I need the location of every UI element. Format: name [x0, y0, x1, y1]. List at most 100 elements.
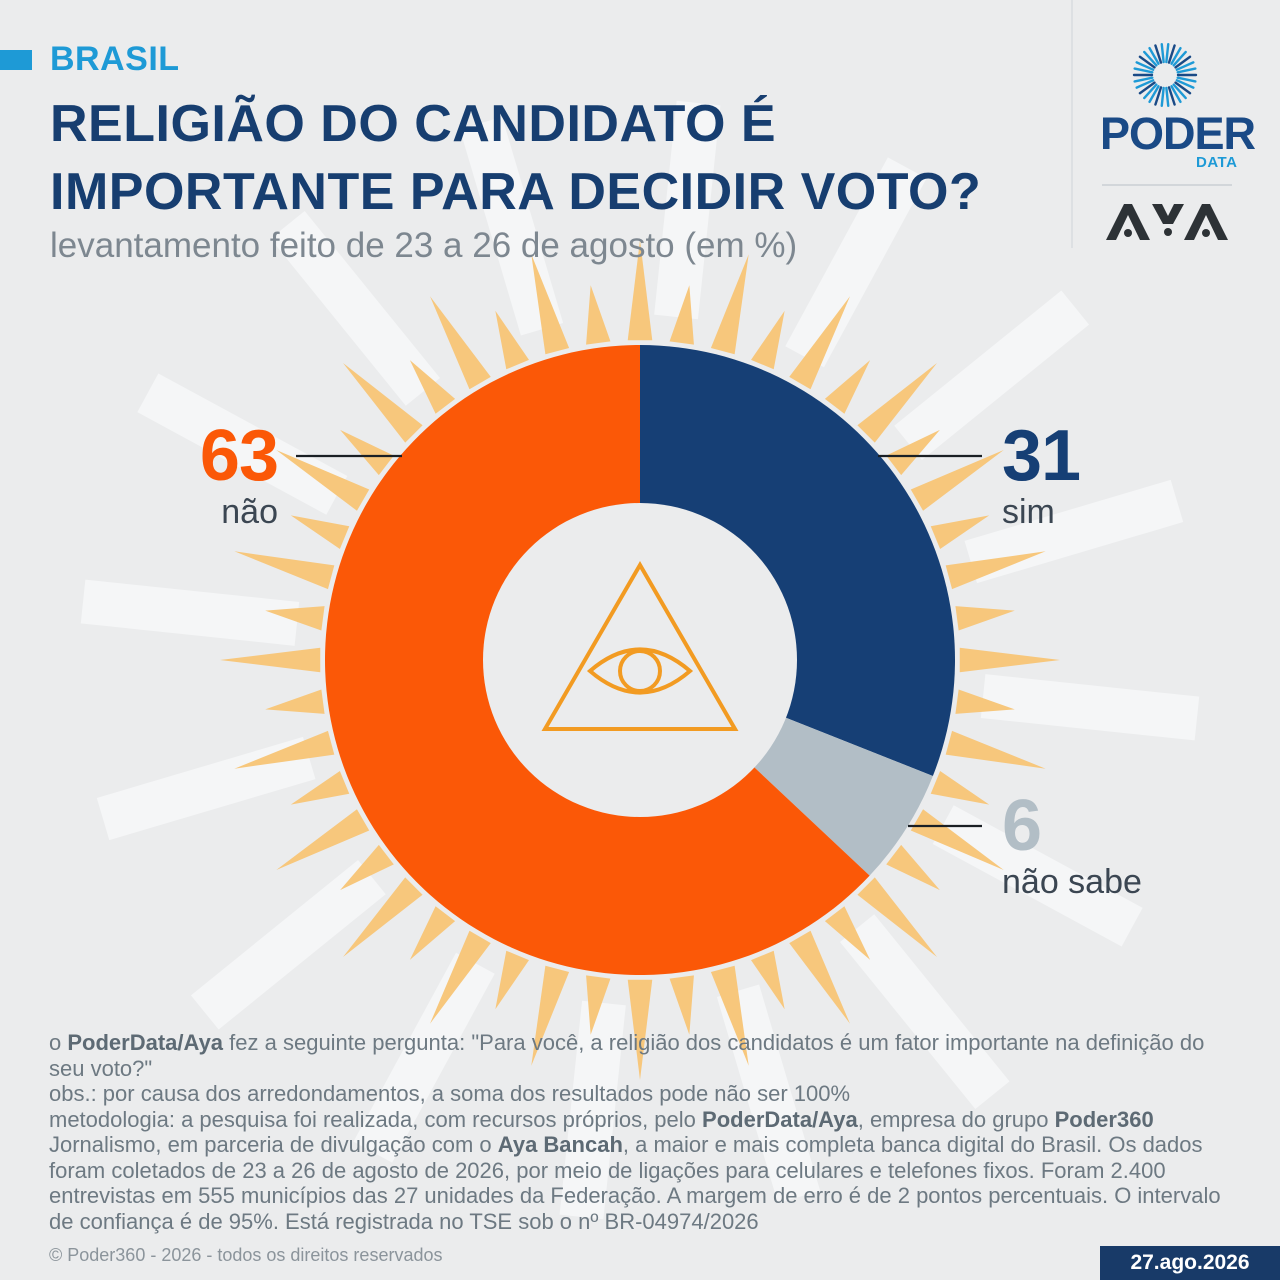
sun-ray — [627, 240, 653, 341]
sun-burst-ray — [1174, 81, 1192, 95]
sun-burst-ray — [1172, 50, 1187, 67]
chart-subtitle: levantamento feito de 23 a 26 de agosto … — [50, 226, 798, 265]
sun-burst-ray — [1148, 85, 1160, 104]
background-ray — [980, 674, 1200, 741]
methodology-note: metodologia: a pesquisa foi realizada, c… — [49, 1107, 1244, 1235]
background-ray — [654, 100, 721, 320]
value-nao-sabe: 6 — [1002, 786, 1042, 866]
sun-burst-ray — [1154, 86, 1163, 106]
sun-ray — [409, 360, 456, 414]
background-ray — [190, 860, 386, 1030]
sun-burst-ray — [1135, 61, 1155, 71]
sun-ray — [276, 809, 370, 870]
date-badge: 27.ago.2026 — [1100, 1246, 1280, 1280]
sun-burst-ray — [1138, 81, 1156, 95]
sun-burst-ray — [1165, 86, 1170, 108]
label-sim: 31 sim — [1002, 416, 1081, 532]
background-ray — [932, 805, 1143, 947]
chart-title: RELIGIÃO DO CANDIDATO É IMPORTANTE PARA … — [50, 95, 982, 221]
sun-ray — [340, 844, 394, 891]
obs-note: obs.: por causa dos arredondamentos, a s… — [49, 1081, 851, 1106]
sun-burst-ray — [1133, 67, 1154, 74]
sun-burst-ray — [1154, 44, 1163, 64]
sun-burst-ray — [1176, 76, 1197, 83]
sun-burst-ray — [1143, 83, 1158, 100]
sun-ray — [627, 979, 653, 1080]
sun-ray — [945, 730, 1046, 769]
methodology-text-1: metodologia: a pesquisa foi realizada, c… — [49, 1106, 703, 1132]
sun-ray — [430, 296, 491, 390]
methodology-text-2: , empresa do grupo — [857, 1106, 1055, 1132]
donut-hole — [483, 503, 797, 817]
background-ray — [80, 579, 300, 646]
sun-ray — [789, 296, 850, 390]
background-ray — [559, 1000, 626, 1220]
sun-burst-ray — [1133, 76, 1154, 83]
sun-ray — [669, 975, 694, 1035]
sun-ray — [586, 285, 611, 345]
sun-ray — [234, 551, 335, 590]
sun-ray — [586, 975, 611, 1035]
sun-burst-ray — [1143, 50, 1158, 67]
value-sim: 31 — [1002, 416, 1081, 496]
sun-ray — [495, 310, 529, 370]
question-org: PoderData/Aya — [67, 1030, 224, 1055]
sun-burst-ray — [1176, 67, 1197, 74]
background-ray — [353, 952, 495, 1163]
sun-ray — [945, 551, 1046, 590]
sun-ray — [669, 285, 694, 345]
poderdata-logo-word: PODER — [1100, 108, 1256, 159]
all-seeing-eye-icon — [541, 561, 739, 731]
sun-ray — [955, 606, 1015, 631]
sun-ray — [265, 606, 325, 631]
sun-ray — [430, 930, 491, 1024]
sun-ray — [495, 950, 529, 1010]
sun-burst-ray — [1167, 44, 1176, 64]
sun-burst-ray — [1175, 61, 1195, 71]
sun-ray — [234, 730, 335, 769]
sun-burst-ray — [1170, 85, 1182, 104]
sun-ray — [930, 515, 990, 549]
sun-burst-icon — [1132, 42, 1198, 108]
methodology-text-3: Jornalismo, em parceria de divulgação co… — [49, 1132, 498, 1157]
background-ray — [270, 210, 440, 406]
sun-burst-ray — [1160, 86, 1165, 108]
label-nao-sabe: 6 não sabe — [1002, 790, 1142, 902]
sun-burst-ray — [1174, 55, 1192, 69]
sun-ray — [751, 310, 785, 370]
background-ray — [459, 116, 564, 336]
sun-ray — [824, 906, 871, 960]
sun-ray — [930, 771, 990, 805]
methodology-text-4: , a maior e mais completa banca digital … — [49, 1132, 1221, 1234]
value-nao: 63 — [199, 416, 279, 496]
region-tag: BRASIL — [50, 40, 180, 78]
aya-logo — [1106, 204, 1228, 240]
category-nao: não — [221, 493, 278, 531]
poderdata-logo-sub: DATA — [1196, 154, 1238, 171]
background-ray — [894, 290, 1090, 460]
sun-ray — [751, 950, 785, 1010]
sun-ray — [343, 363, 423, 443]
sun-ray — [789, 930, 850, 1024]
logo-divider — [1071, 0, 1073, 248]
sun-ray — [857, 363, 937, 443]
sun-burst-ray — [1148, 46, 1160, 65]
background-ray — [964, 479, 1184, 584]
sun-ray — [290, 515, 350, 549]
sun-ray — [290, 771, 350, 805]
background-ray — [716, 984, 821, 1204]
sun-ray — [276, 450, 370, 511]
sun-ray — [886, 844, 940, 891]
sun-ray — [340, 429, 394, 476]
sun-ray — [220, 647, 321, 673]
sun-burst-ray — [1135, 79, 1155, 89]
sun-ray — [857, 877, 937, 957]
sun-ray — [910, 450, 1004, 511]
methodology-notes: o PoderData/Aya fez a seguinte pergunta:… — [49, 1030, 1244, 1234]
question-note: o PoderData/Aya fez a seguinte pergunta:… — [49, 1030, 1244, 1081]
background-ray — [785, 157, 927, 368]
copyright: © Poder360 - 2026 - todos os direitos re… — [49, 1245, 443, 1265]
background-ray — [96, 736, 316, 841]
